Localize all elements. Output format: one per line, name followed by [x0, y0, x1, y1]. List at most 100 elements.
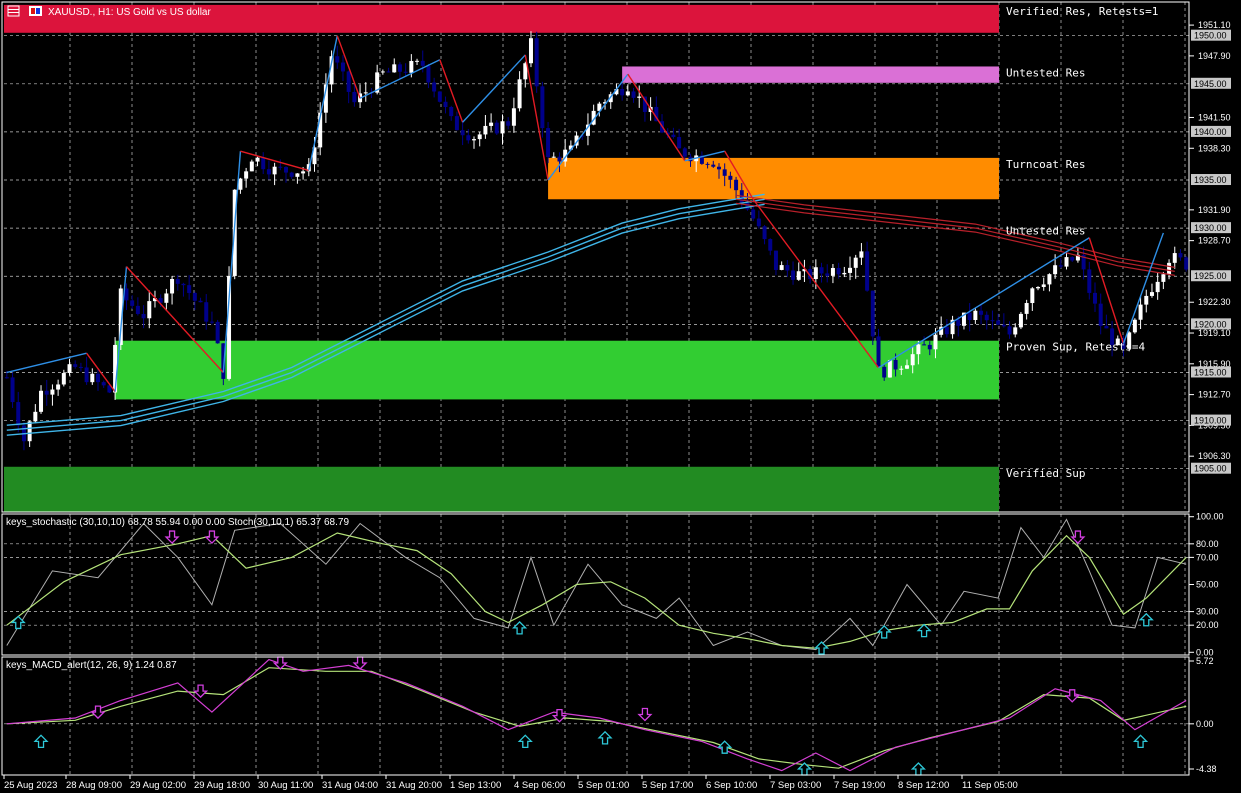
candle-body — [848, 267, 853, 273]
candle-body — [215, 321, 220, 344]
candle-body — [16, 402, 21, 426]
candle-body — [819, 267, 824, 274]
candle-body — [762, 226, 767, 240]
zigzag-segment — [308, 35, 338, 171]
chart-menu-icon[interactable] — [7, 5, 20, 17]
price-tick-label: 1951.10 — [1198, 20, 1231, 30]
candle-body — [130, 300, 135, 306]
price-level-box — [1191, 414, 1231, 426]
candle-body — [192, 292, 197, 301]
price-level-label: 1905.00 — [1194, 464, 1227, 474]
candle-body — [910, 354, 915, 366]
candle-body — [768, 239, 773, 251]
candle-body — [1087, 269, 1092, 293]
candle-body — [1013, 327, 1018, 335]
candle-body — [1110, 328, 1115, 346]
arrow-up-icon — [33, 734, 49, 749]
candle-body — [973, 310, 978, 320]
candle-body — [1024, 303, 1029, 314]
macd-signal-arrows — [33, 656, 1149, 776]
stoch-header: keys_stochastic (30,10,10) 68.78 55.94 0… — [6, 517, 349, 528]
zigzag-segment — [627, 73, 686, 162]
price-level-label: 1935.00 — [1194, 175, 1227, 185]
candle-body — [238, 178, 243, 190]
candle-body — [773, 250, 778, 270]
arrow-up-icon — [517, 734, 533, 749]
candle-body — [1058, 265, 1063, 267]
candle-body — [1132, 319, 1137, 333]
candle-body — [209, 321, 214, 323]
candle-body — [1053, 265, 1058, 275]
candle-body — [187, 285, 192, 293]
macd-grid — [4, 657, 1189, 775]
price-axis[interactable]: 1951.10 1947.90 1941.50 1938.30 1931.90 1928.… — [1189, 20, 1231, 474]
candle-body — [631, 91, 636, 98]
candle-body — [711, 164, 716, 167]
price-level-box — [1191, 462, 1231, 474]
candle-body — [779, 265, 784, 270]
candle-body — [489, 122, 494, 126]
candle-body — [284, 167, 289, 173]
one-click-trading-icon[interactable] — [29, 6, 42, 16]
candle-body — [979, 310, 984, 315]
macd-tick-label: -4.38 — [1196, 764, 1217, 774]
candle-body — [113, 344, 118, 393]
candle-body — [4, 377, 9, 379]
zone-label: Verified Res, Retests=1 — [1006, 5, 1158, 18]
candle-body — [426, 65, 431, 83]
candle-body — [1098, 303, 1103, 326]
stoch-tick-label: 20.00 — [1196, 620, 1219, 630]
candle-body — [1075, 254, 1080, 261]
candle-body — [654, 106, 659, 122]
candle-body — [1144, 295, 1149, 305]
candle-body — [323, 84, 328, 113]
arrow-down-icon — [164, 530, 180, 544]
panel-frame — [1, 656, 1190, 776]
candle-body — [916, 344, 921, 355]
candle-body — [27, 421, 32, 442]
price-tick-label: 1922.30 — [1198, 297, 1231, 307]
candle-body — [477, 134, 482, 140]
candle-body — [728, 175, 733, 180]
zone-label: Untested Res — [1006, 66, 1085, 79]
arrow-up-icon — [910, 762, 926, 776]
candle-body — [1081, 254, 1086, 270]
arrow-down-icon — [272, 656, 288, 670]
candle-body — [591, 110, 596, 125]
candle-body — [523, 63, 528, 80]
candle-body — [340, 62, 345, 72]
zone-rect — [548, 157, 999, 200]
zigzag-segment — [336, 35, 361, 99]
candle-body — [899, 368, 904, 370]
candle-body — [1115, 338, 1120, 346]
zigzag-segment — [547, 73, 629, 181]
zigzag-segment — [724, 150, 754, 200]
candle-body — [1007, 326, 1012, 335]
time-tick-label: 4 Sep 06:00 — [514, 780, 565, 791]
candle-body — [853, 257, 858, 268]
moving-averages — [6, 193, 1175, 436]
candle-body — [808, 269, 813, 280]
candle-body — [289, 172, 294, 177]
stoch-fast-line — [6, 518, 1187, 651]
price-level-label: 1920.00 — [1194, 319, 1227, 329]
price-level-label: 1950.00 — [1194, 31, 1227, 41]
zigzag-segment — [752, 198, 880, 369]
arrow-up-icon — [10, 615, 26, 630]
time-tick-label: 29 Aug 02:00 — [130, 780, 186, 791]
zone-rect — [4, 466, 999, 512]
candle-body — [443, 101, 448, 108]
candle-body — [272, 166, 277, 175]
candle-body — [830, 267, 835, 276]
candle-body — [1149, 292, 1154, 296]
time-axis[interactable]: 25 Aug 2023 28 Aug 09:00 29 Aug 02:00 29 Au… — [3, 775, 1018, 791]
candle-body — [56, 384, 61, 390]
candle-body — [836, 267, 841, 275]
candle-body — [597, 103, 602, 111]
stoch-lines — [6, 518, 1187, 651]
zigzag-segment — [359, 59, 441, 99]
time-tick-label: 7 Sep 19:00 — [834, 780, 885, 791]
candle-body — [78, 366, 83, 368]
candle-body — [534, 38, 539, 87]
